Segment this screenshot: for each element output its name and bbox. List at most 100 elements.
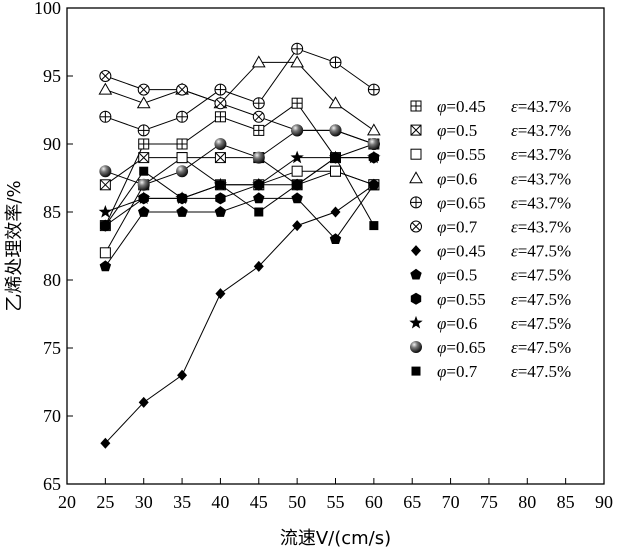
data-point <box>137 124 150 137</box>
legend: φ=0.45 ε=43.7%φ=0.5 ε=43.7%φ=0.55 ε=43.7%φ=… <box>409 97 571 381</box>
legend-label: φ=0.65 <box>437 193 486 212</box>
series-12 <box>100 153 379 231</box>
legend-marker <box>410 196 422 209</box>
data-point <box>98 205 113 218</box>
legend-marker <box>410 341 422 353</box>
legend-label: φ=0.6 <box>437 169 477 188</box>
data-point <box>329 124 342 137</box>
legend-label: φ=0.7 <box>437 218 478 237</box>
series-line <box>104 102 375 226</box>
legend-label: φ=0.55 <box>437 290 486 309</box>
x-tick-label: 45 <box>250 492 268 512</box>
x-tick-label: 35 <box>173 492 191 512</box>
x-tick-label: 65 <box>403 492 421 512</box>
data-point <box>139 166 149 176</box>
legend-label: φ=0.7 <box>437 362 478 381</box>
series-layer <box>98 42 381 449</box>
legend-marker <box>411 245 421 257</box>
data-point <box>100 437 111 449</box>
legend-marker <box>410 292 422 305</box>
y-tick-label: 90 <box>43 134 61 154</box>
y-tick-label: 75 <box>43 338 61 358</box>
legend-label: ε=47.5% <box>511 290 571 309</box>
data-point <box>367 138 380 150</box>
data-point <box>176 83 189 96</box>
data-point <box>329 56 342 69</box>
x-tick-label: 30 <box>135 492 153 512</box>
legend-label: φ=0.45 <box>437 242 486 261</box>
legend-label: φ=0.5 <box>437 121 477 140</box>
data-point <box>176 165 189 178</box>
series-9 <box>100 151 380 232</box>
data-point <box>328 96 343 109</box>
series-line <box>104 184 375 267</box>
legend-label: φ=0.6 <box>437 314 477 333</box>
legend-label: ε=47.5% <box>511 242 571 261</box>
data-point <box>214 97 227 110</box>
data-point <box>137 191 151 205</box>
data-point <box>176 206 188 217</box>
data-point <box>215 288 226 300</box>
data-point <box>291 42 304 55</box>
legend-item: φ=0.45 ε=43.7% <box>410 97 571 116</box>
data-point <box>251 55 266 68</box>
data-point <box>366 123 381 136</box>
data-point <box>214 83 227 96</box>
legend-label: ε=47.5% <box>511 266 571 285</box>
x-tick-label: 50 <box>288 492 306 512</box>
x-tick-label: 40 <box>211 492 229 512</box>
data-point <box>252 97 265 110</box>
legend-item: φ=0.6 ε=47.5% <box>409 314 571 333</box>
legend-label: ε=43.7% <box>511 169 571 188</box>
data-point <box>100 221 110 231</box>
data-point <box>329 233 342 245</box>
x-tick-label: 75 <box>480 492 498 512</box>
y-tick-label: 100 <box>34 0 61 18</box>
data-point <box>136 96 151 109</box>
axes: 20 25 30 35 40 45 50 55 60 65 70 75 80 85 90 65 70 75 80 85… <box>34 0 613 512</box>
data-point <box>252 151 265 164</box>
data-point <box>177 369 188 381</box>
series-line <box>104 156 375 226</box>
data-point <box>367 150 381 164</box>
x-tick-label: 60 <box>365 492 383 512</box>
legend-item: φ=0.7 ε=43.7% <box>410 218 571 237</box>
series-11 <box>99 124 380 191</box>
legend-item: φ=0.6 ε=43.7% <box>409 169 571 188</box>
x-tick-label: 55 <box>327 492 345 512</box>
data-point <box>176 138 188 150</box>
data-point <box>252 110 265 123</box>
data-point <box>99 110 112 123</box>
data-point <box>253 192 265 204</box>
legend-label: φ=0.45 <box>437 97 486 116</box>
x-tick-label: 70 <box>442 492 460 512</box>
data-point <box>214 152 226 164</box>
legend-label: ε=43.7% <box>511 193 571 212</box>
legend-label: φ=0.65 <box>437 338 486 357</box>
data-point <box>368 178 380 190</box>
data-point <box>214 111 226 123</box>
series-7 <box>100 179 379 449</box>
series-line <box>104 184 375 444</box>
legend-label: ε=43.7% <box>511 218 571 237</box>
legend-label: ε=43.7% <box>511 97 571 116</box>
x-tick-label: 20 <box>58 492 76 512</box>
data-point <box>215 192 226 205</box>
series-line <box>105 129 375 186</box>
data-point <box>177 193 187 203</box>
data-point <box>290 55 305 68</box>
data-point <box>137 178 150 191</box>
legend-item: φ=0.45 ε=47.5% <box>411 242 571 261</box>
data-point <box>369 221 379 231</box>
x-tick-label: 25 <box>96 492 114 512</box>
data-point <box>252 177 266 191</box>
series-line <box>105 157 374 213</box>
data-point <box>98 82 113 95</box>
x-tick-label: 85 <box>557 492 575 512</box>
data-point <box>99 70 112 82</box>
y-axis-title: 乙烯处理效率/% <box>4 180 25 311</box>
series-8 <box>99 178 380 272</box>
x-axis-title: 流速V/(cm/s) <box>280 528 391 549</box>
legend-marker <box>410 124 422 136</box>
